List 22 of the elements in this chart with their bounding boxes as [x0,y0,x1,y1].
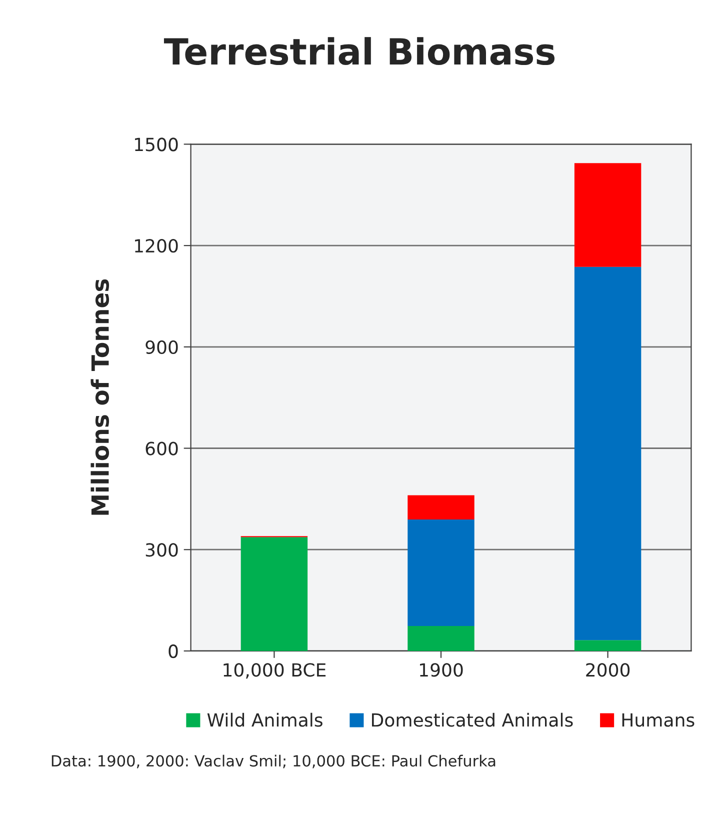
bar [240,537,308,651]
chart-title: Terrestrial Biomass [164,37,554,66]
legend-label: Humans [622,713,694,727]
x-tick-label: 10,000 BCE [224,663,326,679]
x-tick-label: 2000 [586,663,630,677]
y-tick-label: 600 [146,442,178,456]
x-tick-label: 1900 [420,663,463,677]
legend-label: Domesticated Animals [372,712,573,727]
y-tick-label: 900 [146,340,178,354]
bar [574,163,642,267]
y-tick-label: 1200 [135,239,178,253]
legend-label: Wild Animals [207,712,322,727]
text: Data: 1900, 2000: Vaclav Smil; 10,000 BCE: Paul Chefurka [52,754,496,768]
y-tick-label: 0 [168,644,178,658]
y-tick-label: 300 [146,543,178,557]
bar [408,520,474,626]
y-axis-title: Millions of Tonnes [90,279,110,515]
bar [574,266,642,640]
bar [408,626,474,651]
bar [574,640,642,651]
y-tick-label: 1500 [135,138,178,152]
bar [408,495,474,520]
